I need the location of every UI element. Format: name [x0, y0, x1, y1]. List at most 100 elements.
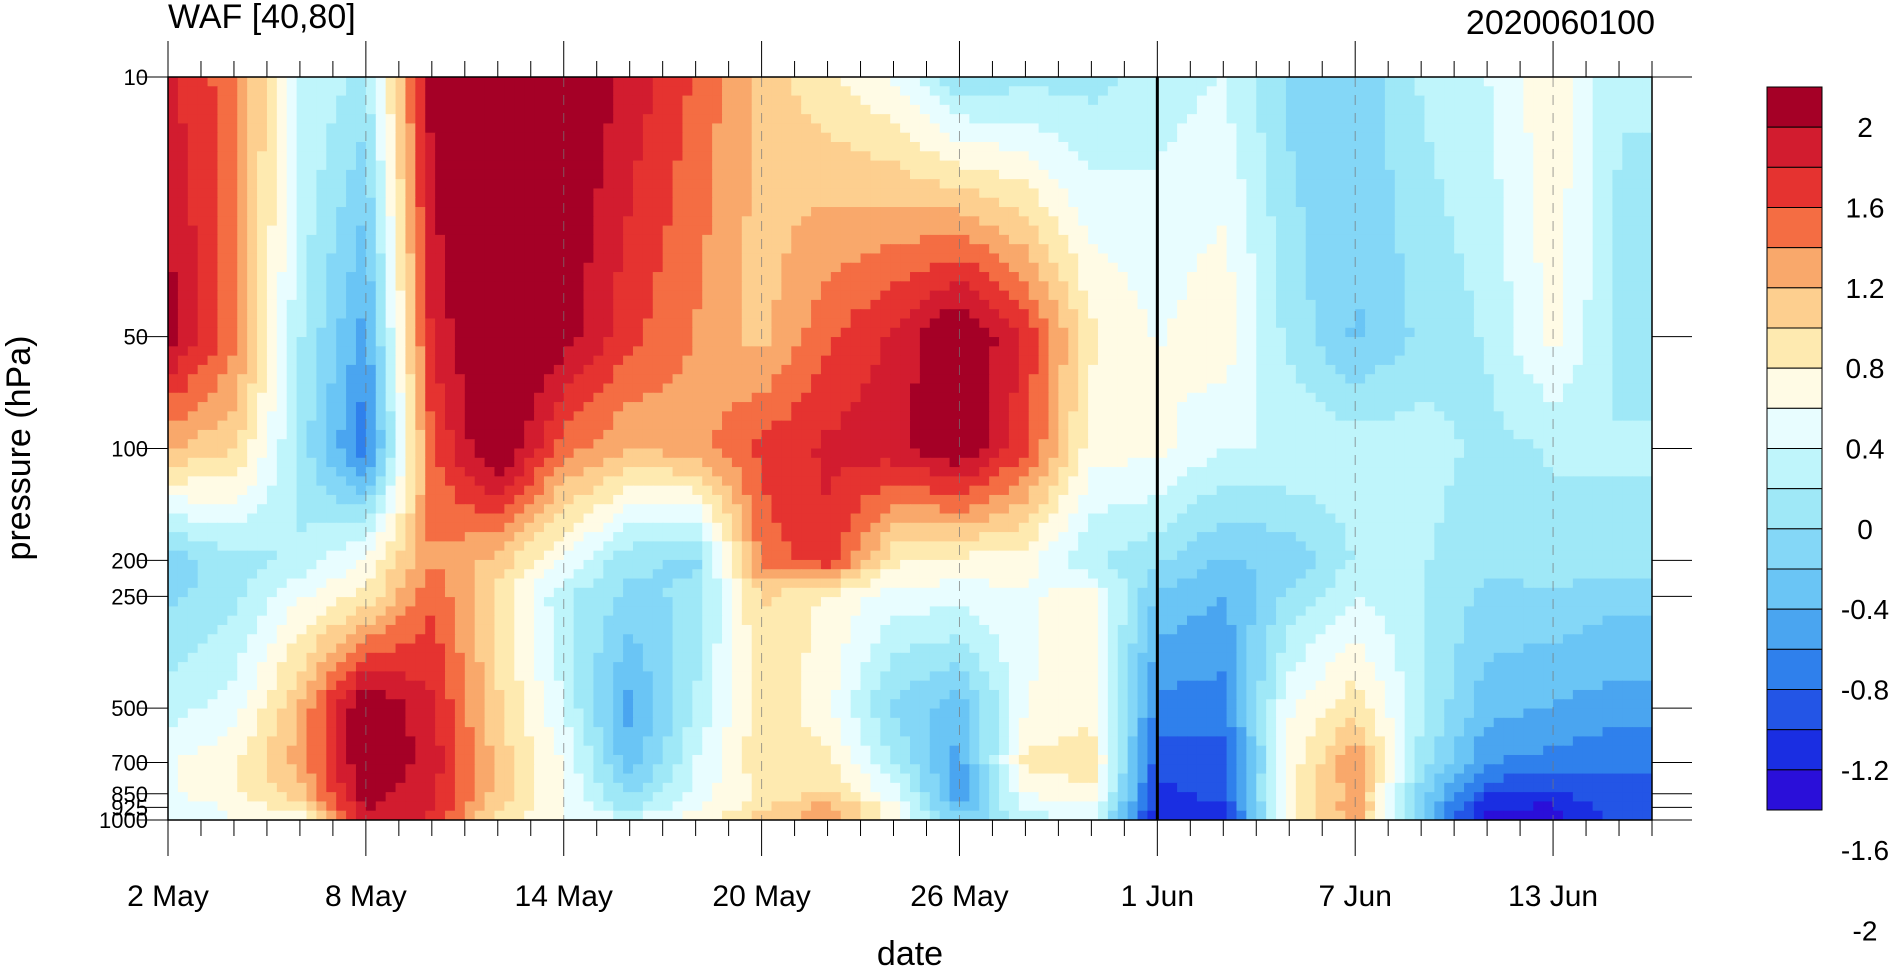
contour-cell — [1028, 309, 1040, 320]
contour-cell — [890, 77, 901, 87]
contour-cell — [1038, 346, 1050, 357]
contour-cell — [286, 281, 298, 292]
contour-cell — [662, 169, 674, 180]
contour-cell — [741, 160, 753, 171]
contour-cell — [1137, 207, 1149, 217]
contour-cell — [494, 290, 505, 301]
contour-cell — [959, 262, 970, 273]
contour-cell — [1236, 272, 1247, 282]
contour-cell — [1216, 160, 1228, 171]
contour-cell — [632, 290, 644, 301]
contour-cell — [969, 374, 980, 385]
contour-cell — [1404, 197, 1416, 208]
contour-cell — [1256, 355, 1267, 366]
contour-cell — [464, 123, 476, 134]
contour-cell — [910, 281, 921, 292]
contour-cell — [1572, 346, 1584, 357]
contour-cell — [741, 299, 753, 310]
contour-cell — [593, 346, 604, 357]
contour-cell — [1177, 262, 1188, 273]
contour-cell — [1592, 225, 1604, 236]
contour-cell — [1048, 151, 1059, 162]
contour-cell — [1513, 281, 1524, 292]
contour-cell — [276, 272, 288, 282]
contour-cell — [296, 114, 308, 125]
contour-cell — [355, 383, 367, 394]
contour-cell — [919, 104, 931, 115]
contour-cell — [1572, 225, 1584, 236]
contour-cell — [425, 151, 436, 162]
contour-cell — [524, 383, 535, 394]
contour-cell — [781, 299, 792, 310]
contour-cell — [632, 234, 644, 245]
contour-cell — [1058, 179, 1069, 190]
contour-cell — [900, 95, 911, 106]
contour-cell — [435, 234, 446, 245]
contour-cell — [237, 160, 248, 171]
contour-cell — [504, 327, 515, 338]
contour-cell — [1028, 281, 1040, 292]
contour-cell — [919, 327, 931, 338]
contour-cell — [1266, 114, 1277, 125]
contour-cell — [1078, 253, 1089, 264]
contour-cell — [949, 318, 961, 329]
contour-cell — [534, 188, 545, 199]
contour-cell — [1632, 364, 1643, 375]
contour-cell — [217, 169, 228, 180]
contour-cell — [395, 216, 407, 227]
contour-cell — [929, 364, 941, 375]
contour-cell — [712, 132, 723, 143]
contour-cell — [207, 337, 219, 347]
contour-cell — [534, 179, 545, 190]
contour-cell — [761, 151, 773, 162]
contour-cell — [1078, 262, 1089, 273]
contour-cell — [365, 197, 377, 208]
contour-cell — [336, 160, 347, 171]
contour-cell — [1018, 337, 1030, 347]
contour-cell — [1147, 160, 1158, 171]
contour-cell — [1048, 207, 1059, 217]
contour-cell — [1582, 188, 1594, 199]
contour-cell — [1523, 160, 1534, 171]
contour-cell — [425, 299, 436, 310]
contour-cell — [1226, 95, 1238, 106]
contour-cell — [603, 123, 614, 134]
contour-cell — [1582, 299, 1594, 310]
contour-cell — [355, 262, 367, 273]
contour-cell — [830, 77, 842, 87]
contour-cell — [642, 281, 654, 292]
contour-cell — [820, 123, 832, 134]
contour-cell — [1582, 95, 1594, 106]
contour-cell — [266, 179, 278, 190]
contour-cell — [741, 244, 753, 255]
contour-cell — [1315, 207, 1327, 217]
contour-cell — [1256, 299, 1267, 310]
contour-cell — [207, 355, 219, 366]
contour-cell — [1305, 355, 1317, 366]
contour-cell — [573, 337, 585, 347]
contour-cell — [1028, 77, 1040, 87]
contour-cell — [1058, 151, 1069, 162]
contour-cell — [1523, 207, 1534, 217]
contour-cell — [385, 327, 397, 338]
contour-cell — [445, 244, 456, 255]
contour-cell — [1473, 207, 1485, 217]
contour-cell — [1355, 197, 1366, 208]
contour-cell — [593, 355, 604, 366]
contour-cell — [1196, 253, 1208, 264]
contour-cell — [1464, 225, 1475, 236]
contour-cell — [425, 207, 436, 217]
contour-cell — [1553, 104, 1564, 115]
contour-cell — [731, 86, 743, 97]
contour-cell — [227, 355, 238, 366]
contour-cell — [761, 86, 773, 97]
contour-cell — [900, 364, 911, 375]
contour-cell — [504, 207, 515, 217]
contour-cell — [316, 86, 327, 97]
contour-cell — [1107, 355, 1119, 366]
contour-cell — [395, 77, 407, 87]
contour-cell — [187, 95, 199, 106]
contour-cell — [514, 132, 525, 143]
contour-cell — [296, 281, 308, 292]
contour-cell — [1503, 216, 1515, 227]
